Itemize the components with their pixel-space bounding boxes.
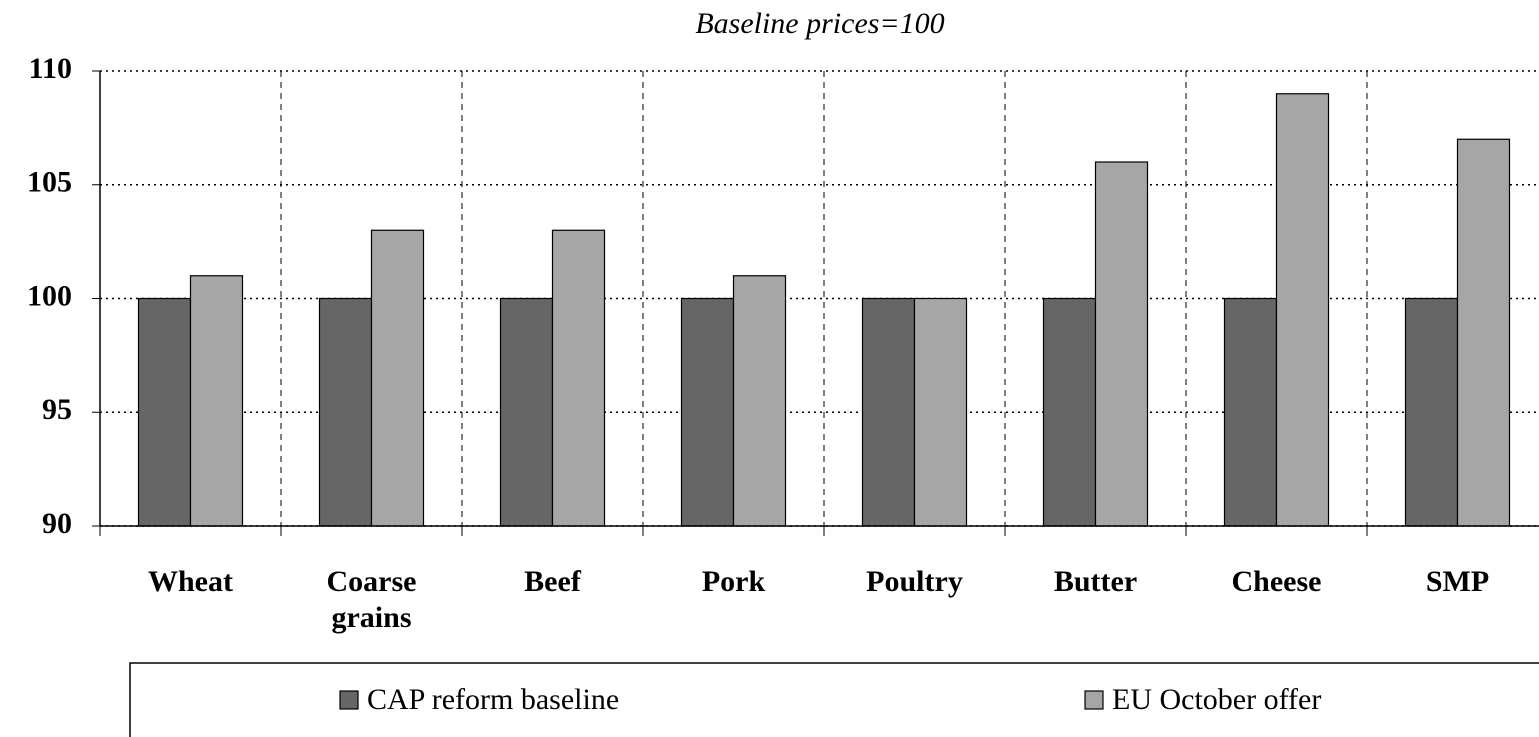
bar	[732, 275, 787, 527]
x-tick-label: Pork	[701, 565, 766, 598]
x-tick-label: Poultry	[866, 565, 963, 598]
legend-box	[129, 662, 1539, 737]
x-tick-label: Beef	[524, 565, 581, 598]
y-tick-label: 100	[27, 279, 72, 312]
bar	[137, 297, 192, 527]
bar	[1094, 161, 1149, 527]
y-tick-label: 105	[27, 166, 72, 199]
x-tick-label: SMP	[1425, 565, 1490, 598]
bar	[861, 297, 916, 527]
bar	[551, 229, 606, 527]
x-tick-label: Coarse grains	[326, 565, 417, 634]
chart-title: Baseline prices=100	[695, 7, 944, 40]
y-tick-label: 90	[42, 507, 72, 540]
bar	[189, 275, 244, 527]
legend-swatch	[1084, 690, 1104, 710]
y-tick-label: 110	[29, 52, 72, 85]
bar	[913, 297, 968, 527]
x-tick-label: Cheese	[1231, 565, 1322, 598]
bar	[370, 229, 425, 527]
x-tick-label: Butter	[1053, 565, 1138, 598]
legend-label: EU October offer	[1112, 683, 1321, 716]
legend-swatch	[339, 690, 359, 710]
legend-label: CAP reform baseline	[367, 683, 619, 716]
bar	[680, 297, 735, 527]
bar	[1223, 297, 1278, 527]
x-tick-label: Wheat	[148, 565, 233, 598]
y-tick-label: 95	[42, 393, 72, 426]
bar	[1404, 297, 1459, 527]
bar	[499, 297, 554, 527]
bar	[318, 297, 373, 527]
bar	[1275, 93, 1330, 527]
bar	[1456, 138, 1511, 527]
bar	[1042, 297, 1097, 527]
